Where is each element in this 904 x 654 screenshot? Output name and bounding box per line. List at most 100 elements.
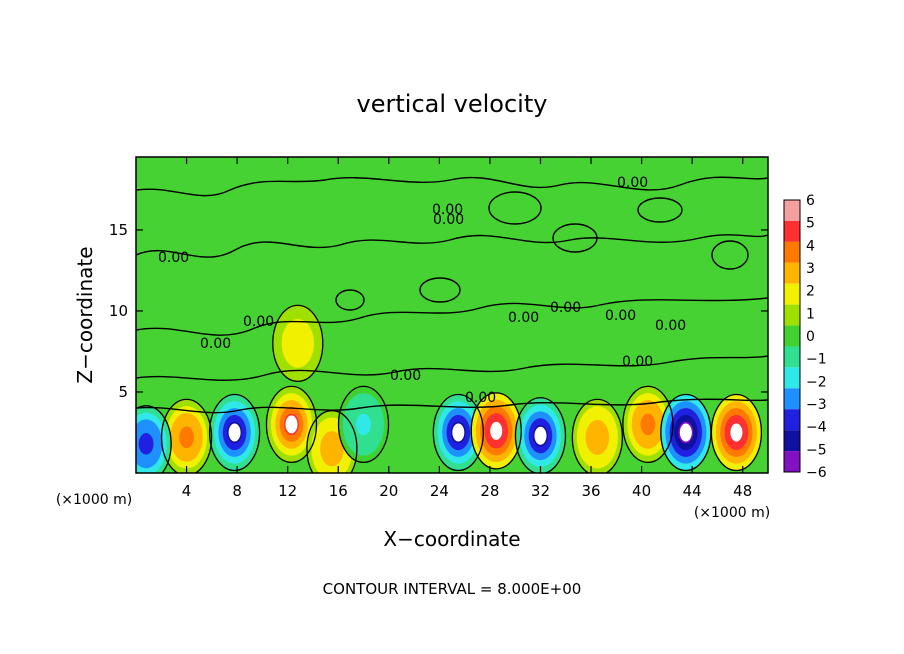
colorbar-swatch [784, 388, 800, 410]
cell-core [730, 423, 743, 442]
velocity-cell [338, 386, 389, 463]
contour-labels: 0.000.000.000.000.000.000.00 0.000.000.00… [158, 175, 686, 406]
contour-interval-footer: CONTOUR INTERVAL = 8.000E+00 [323, 580, 582, 598]
contour-label: 0.00 [158, 250, 189, 266]
cell-level [589, 426, 605, 449]
colorbar-label: 6 [806, 193, 815, 209]
colorbar-swatch [784, 262, 800, 284]
cell-outline [514, 397, 567, 473]
velocity-cell [433, 394, 484, 471]
cell-core [534, 426, 547, 445]
x-tick-label: 24 [430, 482, 449, 500]
x-axis-ticks: 4 8 12 16 20 24 28 32 36 40 44 48 [182, 157, 752, 500]
velocity-cell [209, 394, 260, 471]
x-axis-label: X−coordinate [383, 527, 520, 551]
cell-outline [208, 393, 261, 472]
cell-level [324, 437, 340, 460]
velocity-cell [136, 405, 172, 473]
contour-label: 0.00 [433, 212, 464, 228]
cell-core [679, 423, 692, 442]
contour-label: 0.00 [655, 318, 686, 334]
x-unit-left: (×1000 m) [56, 492, 132, 508]
contour-label: 0.00 [617, 175, 648, 191]
x-tick-label: 36 [581, 482, 600, 500]
x-tick-label: 16 [329, 482, 348, 500]
velocity-cell [572, 399, 623, 473]
colorbar-swatch [784, 409, 800, 431]
velocity-cell [272, 305, 323, 382]
colorbar-swatch [784, 241, 800, 263]
x-tick-label: 4 [182, 482, 192, 500]
cell-core [452, 423, 465, 442]
cell-outline [272, 304, 324, 383]
y-axis-label: Z−coordinate [73, 246, 97, 383]
cell-outline [432, 393, 484, 472]
y-tick-label: 10 [109, 302, 128, 320]
cell-level [138, 433, 154, 455]
colorbar-swatch [784, 430, 800, 452]
colorbar-swatch [784, 451, 800, 472]
cell-core [490, 421, 503, 440]
contour-label: 0.00 [622, 354, 653, 370]
contour-label: 0.00 [200, 336, 231, 352]
colorbar-label: 3 [806, 261, 815, 277]
velocity-cell [471, 392, 522, 469]
velocity-cells [136, 305, 762, 473]
colorbar-swatch [784, 200, 800, 221]
cell-outline [710, 393, 763, 472]
contour-label: 0.00 [390, 368, 421, 384]
colorbar-label: −3 [806, 397, 827, 413]
velocity-cell [161, 399, 212, 473]
velocity-cell [660, 394, 711, 471]
cell-level [640, 413, 656, 436]
velocity-cell [711, 394, 762, 471]
x-tick-label: 48 [733, 482, 752, 500]
cell-core [228, 423, 241, 442]
cell-outline [622, 385, 674, 464]
plot-frame [135, 156, 769, 474]
colorbar-label: −6 [806, 465, 827, 481]
colorbar-label: −2 [806, 374, 827, 390]
cell-outline [306, 410, 358, 473]
x-unit-right: (×1000 m) [694, 505, 770, 521]
colorbar-swatch [784, 283, 800, 305]
x-tick-label: 40 [632, 482, 651, 500]
zero-contours [136, 176, 768, 414]
y-tick-label: 5 [118, 383, 128, 401]
cell-contours [136, 304, 763, 473]
velocity-cell [515, 397, 566, 473]
colorbar-label: −1 [806, 352, 827, 368]
contour-label: 0.00 [550, 300, 581, 316]
x-tick-label: 44 [683, 482, 702, 500]
cell-outline [160, 398, 213, 473]
y-axis-ticks: 5 10 15 [109, 221, 768, 401]
cell-level [179, 426, 194, 449]
contour-label: 0.00 [432, 202, 463, 218]
contour-label: 0.00 [508, 310, 539, 326]
contour-label: 0.00 [243, 314, 274, 330]
contour-label: 0.00 [605, 308, 636, 324]
colorbar-label: 4 [806, 238, 815, 254]
colorbar-label: −4 [806, 420, 827, 436]
colorbar: 6 5 4 3 2 1 0 −1 −2 −3 −4 −5 −6 [783, 193, 827, 481]
colorbar-swatch [784, 346, 800, 368]
x-tick-label: 20 [379, 482, 398, 500]
contour-label: 0.00 [465, 390, 496, 406]
cell-outline [571, 398, 624, 473]
x-tick-label: 28 [480, 482, 499, 500]
cell-outline [470, 392, 522, 470]
x-tick-label: 12 [278, 482, 297, 500]
cell-level [290, 332, 306, 355]
colorbar-label: 0 [806, 329, 815, 345]
cell-outline [136, 405, 172, 473]
plot-area [136, 157, 768, 473]
x-tick-label: 32 [531, 482, 550, 500]
x-tick-label: 8 [232, 482, 242, 500]
colorbar-label: −5 [806, 442, 827, 458]
colorbar-swatch [784, 220, 800, 242]
cell-outline [265, 385, 318, 464]
colorbar-label: 2 [806, 284, 815, 300]
colorbar-label: 1 [806, 306, 815, 322]
colorbar-swatch [784, 304, 800, 326]
